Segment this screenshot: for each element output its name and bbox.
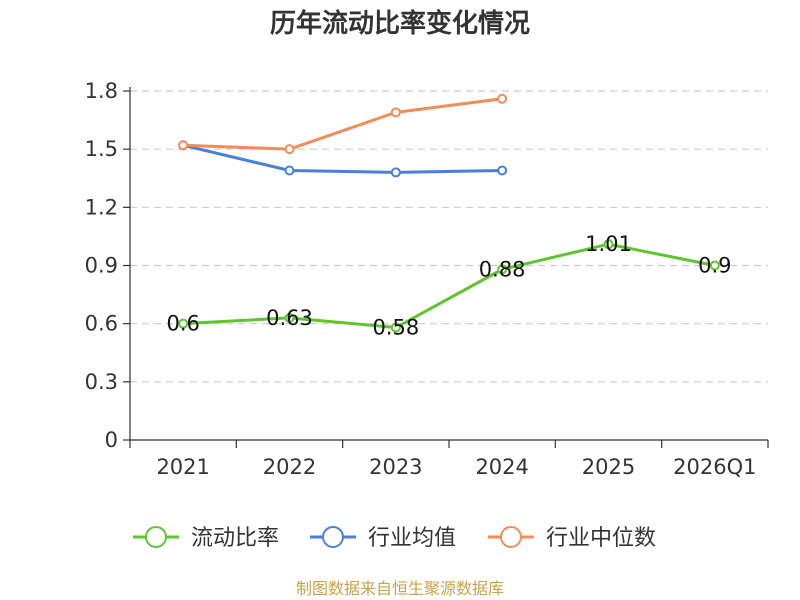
series-line-1: [182, 143, 503, 174]
data-point: [390, 107, 401, 118]
data-point: [390, 167, 401, 178]
data-point: [178, 318, 189, 329]
data-label: 0.63: [266, 306, 313, 330]
grid: [130, 90, 768, 383]
x-tick-label: 2026Q1: [673, 455, 756, 479]
x-tick-label: 2022: [263, 455, 316, 479]
y-tick-label: 1.8: [85, 79, 118, 103]
y-axis-ticks: 0 0.3 0.6 0.9 1.2 1.5 1.8: [85, 79, 118, 452]
data-labels: 0.6 0.63 0.58 0.88 1.01 0.9: [166, 232, 731, 339]
series-layer: [178, 93, 720, 333]
x-axis-ticks: 2021 2022 2023 2024 2025 2026Q1: [156, 455, 756, 479]
data-label: 1.01: [585, 232, 632, 256]
y-tick-label: 1.2: [85, 195, 118, 219]
data-point: [178, 140, 189, 151]
series-line-2: [183, 97, 503, 151]
x-tick-label: 2023: [369, 455, 422, 479]
chart-title: 历年流动比率变化情况: [270, 8, 530, 39]
legend-marker-0: [145, 526, 167, 548]
y-tick-label: 0.3: [85, 370, 118, 394]
data-point: [709, 260, 720, 271]
legend-label-0: 流动比率: [191, 526, 279, 551]
y-tick-label: 0.9: [85, 254, 118, 278]
legend-marker-1: [322, 526, 344, 548]
data-label: 0.58: [372, 316, 419, 340]
legend-label-2: 行业中位数: [546, 526, 656, 551]
data-label: 0.88: [479, 257, 526, 281]
legend-marker-2: [500, 526, 522, 548]
data-point: [284, 165, 295, 176]
axes: [123, 87, 769, 448]
data-point: [497, 93, 508, 104]
data-point: [497, 165, 508, 176]
x-tick-label: 2025: [582, 455, 635, 479]
legend-label-1: 行业均值: [368, 526, 456, 551]
data-point: [603, 239, 614, 250]
data-point: [284, 312, 295, 323]
data-label: 0.9: [698, 254, 731, 278]
y-tick-label: 0: [105, 428, 118, 452]
series-line-0: [183, 242, 716, 330]
legend: 流动比率 行业均值 行业中位数: [133, 526, 656, 551]
data-label: 0.6: [166, 312, 199, 336]
y-tick-label: 0.6: [85, 312, 118, 336]
x-tick-label: 2021: [156, 455, 209, 479]
x-tick-label: 2024: [475, 455, 528, 479]
source-note: 制图数据来自恒生聚源数据库: [296, 579, 504, 598]
data-point: [497, 264, 508, 275]
data-point: [284, 144, 295, 155]
y-tick-label: 1.5: [85, 137, 118, 161]
data-point: [390, 322, 401, 333]
